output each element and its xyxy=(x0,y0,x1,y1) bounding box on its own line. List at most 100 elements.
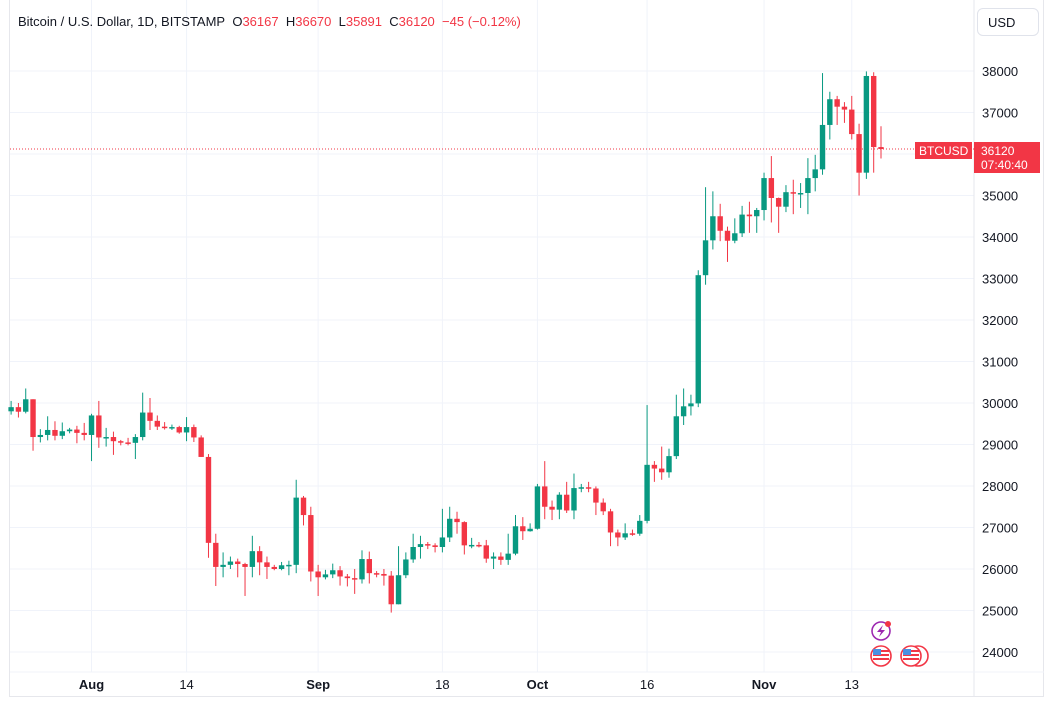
candle[interactable] xyxy=(702,187,709,285)
candle[interactable] xyxy=(761,172,767,221)
candle[interactable] xyxy=(315,564,321,596)
candle[interactable] xyxy=(388,571,394,613)
candle[interactable] xyxy=(44,416,51,441)
candle[interactable] xyxy=(286,560,292,576)
candle[interactable] xyxy=(732,218,738,244)
candle[interactable] xyxy=(863,71,870,179)
candle[interactable] xyxy=(410,533,416,563)
candle[interactable] xyxy=(651,461,658,482)
candle[interactable] xyxy=(520,517,526,540)
candle[interactable] xyxy=(805,158,811,215)
lightning-event-icon[interactable] xyxy=(871,621,891,641)
candle[interactable] xyxy=(66,427,73,434)
candle[interactable] xyxy=(439,508,446,553)
candle[interactable] xyxy=(242,562,248,596)
candle[interactable] xyxy=(659,446,665,480)
candle[interactable] xyxy=(74,425,80,444)
candle[interactable] xyxy=(205,454,212,558)
candle[interactable] xyxy=(293,479,299,574)
candle[interactable] xyxy=(673,394,680,460)
candle[interactable] xyxy=(585,481,592,493)
candle[interactable] xyxy=(271,564,277,571)
candle[interactable] xyxy=(775,197,782,233)
candle[interactable] xyxy=(37,429,44,443)
candle[interactable] xyxy=(461,521,468,555)
candle[interactable] xyxy=(330,563,336,579)
candle[interactable] xyxy=(819,73,826,175)
candle[interactable] xyxy=(710,191,716,250)
candle[interactable] xyxy=(768,156,775,223)
candle[interactable] xyxy=(527,523,533,532)
candle[interactable] xyxy=(454,511,460,534)
candle[interactable] xyxy=(395,546,402,605)
candle[interactable] xyxy=(118,439,124,446)
candle[interactable] xyxy=(264,556,270,579)
candle[interactable] xyxy=(790,179,796,215)
candle[interactable] xyxy=(856,123,862,196)
candle[interactable] xyxy=(578,483,584,493)
candle[interactable] xyxy=(52,421,58,441)
candle[interactable] xyxy=(235,558,241,578)
candle[interactable] xyxy=(191,424,197,443)
candle[interactable] xyxy=(425,542,431,550)
candle[interactable] xyxy=(110,431,117,455)
candle[interactable] xyxy=(147,398,153,430)
candle[interactable] xyxy=(15,403,22,418)
candle[interactable] xyxy=(344,573,351,587)
candle[interactable] xyxy=(739,205,745,237)
candle[interactable] xyxy=(834,95,840,125)
candle[interactable] xyxy=(154,415,161,430)
candle[interactable] xyxy=(746,201,753,233)
candle[interactable] xyxy=(278,561,285,571)
currency-button[interactable]: USD xyxy=(977,8,1039,36)
candle[interactable] xyxy=(432,543,438,553)
candle[interactable] xyxy=(132,434,139,460)
candle[interactable] xyxy=(724,226,731,262)
candle[interactable] xyxy=(183,417,190,442)
candle[interactable] xyxy=(688,394,694,416)
candle[interactable] xyxy=(468,537,475,549)
candle[interactable] xyxy=(30,399,36,451)
candle[interactable] xyxy=(563,481,570,513)
candle[interactable] xyxy=(841,102,848,123)
candle[interactable] xyxy=(505,533,511,565)
candle[interactable] xyxy=(549,500,555,521)
candle[interactable] xyxy=(666,448,672,478)
candle[interactable] xyxy=(680,388,687,425)
candle[interactable] xyxy=(476,542,482,548)
candle[interactable] xyxy=(366,551,372,584)
candle[interactable] xyxy=(797,183,804,208)
candle[interactable] xyxy=(88,413,95,462)
candle[interactable] xyxy=(176,425,182,434)
candle[interactable] xyxy=(556,492,563,520)
candle[interactable] xyxy=(227,556,234,569)
candle[interactable] xyxy=(490,552,497,569)
candle[interactable] xyxy=(571,473,577,520)
candle[interactable] xyxy=(256,546,263,576)
candle[interactable] xyxy=(447,506,453,543)
candle[interactable] xyxy=(717,203,723,242)
candle[interactable] xyxy=(220,552,226,578)
candle[interactable] xyxy=(622,523,628,540)
candle[interactable] xyxy=(337,566,343,586)
candle[interactable] xyxy=(637,515,643,536)
candle[interactable] xyxy=(59,422,65,440)
candle[interactable] xyxy=(23,388,29,414)
candle[interactable] xyxy=(249,535,256,578)
candle[interactable] xyxy=(125,437,131,446)
candle[interactable] xyxy=(695,270,701,408)
candle[interactable] xyxy=(198,435,204,457)
candle[interactable] xyxy=(300,495,307,526)
candle[interactable] xyxy=(534,483,541,530)
candle[interactable] xyxy=(593,486,599,516)
us-flag-event-icon[interactable] xyxy=(870,645,892,667)
candle[interactable] xyxy=(607,508,614,547)
candle[interactable] xyxy=(512,515,519,556)
candle[interactable] xyxy=(351,569,358,594)
candle[interactable] xyxy=(322,569,329,580)
candle[interactable] xyxy=(161,422,168,430)
candle[interactable] xyxy=(359,550,365,584)
candle[interactable] xyxy=(403,552,409,579)
candle[interactable] xyxy=(849,95,855,140)
